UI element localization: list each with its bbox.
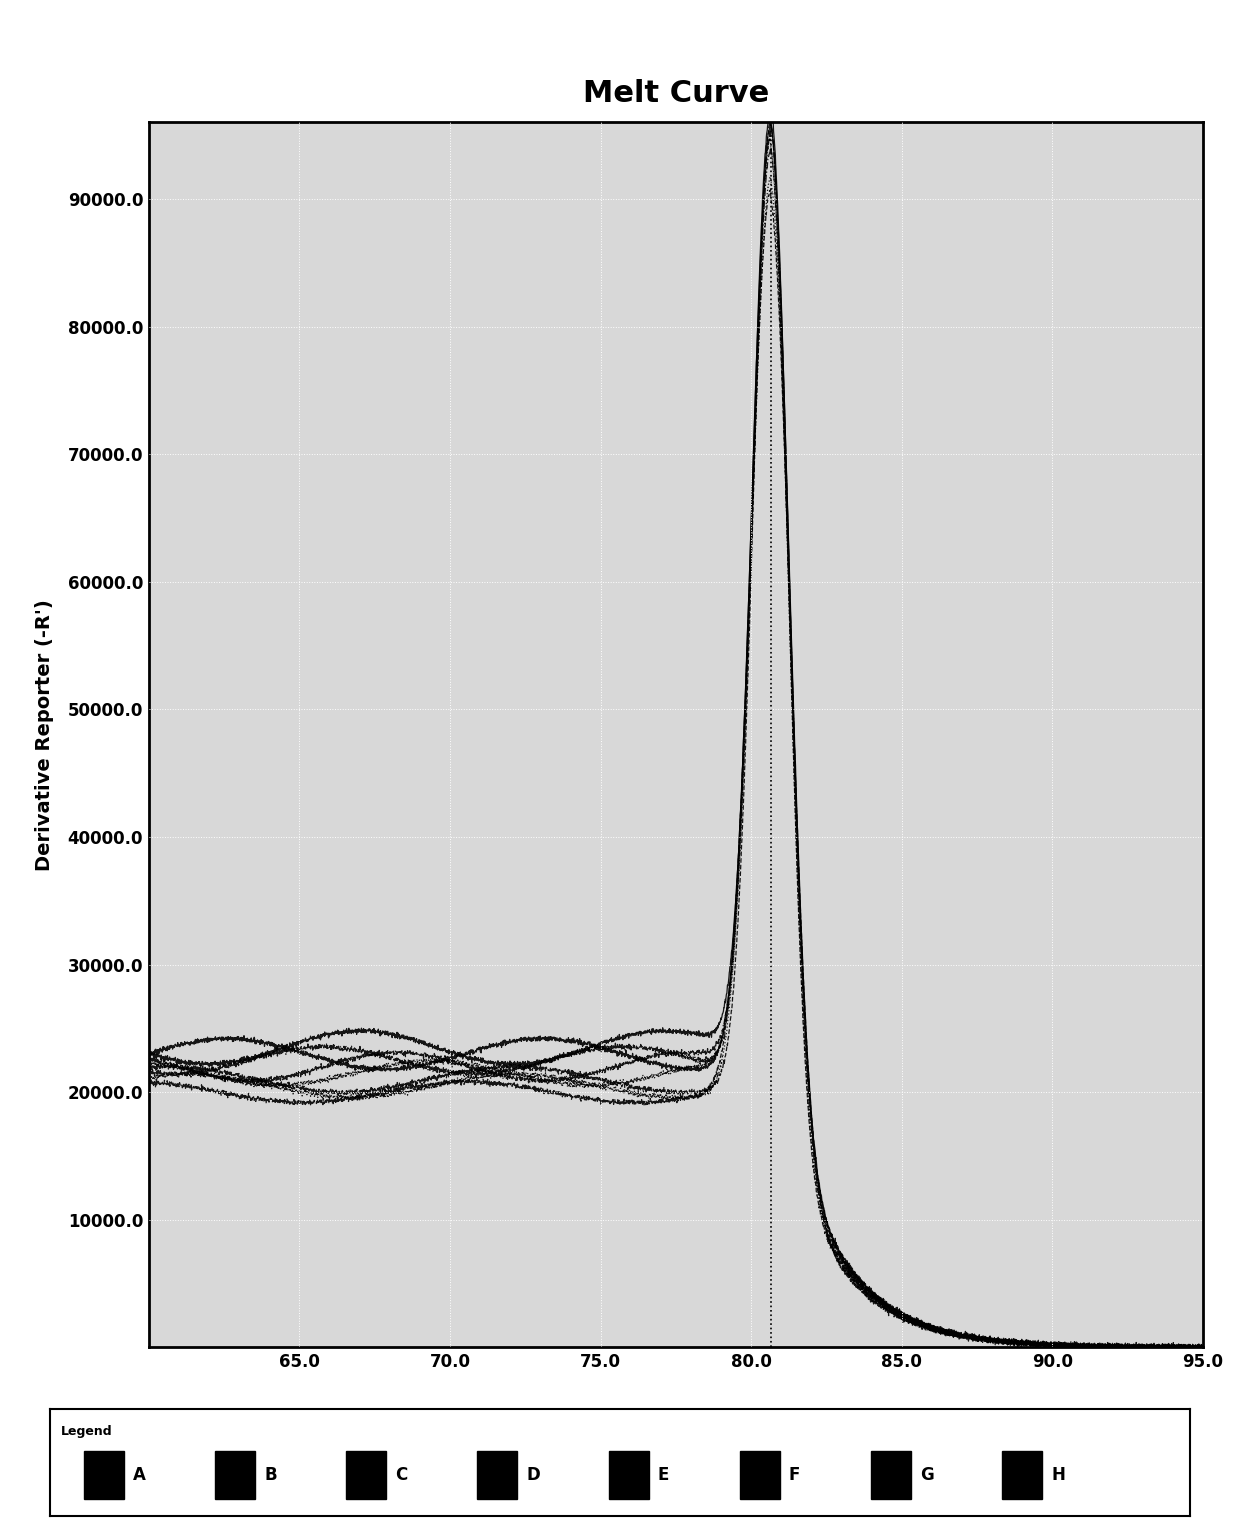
Text: G: G — [920, 1467, 934, 1484]
Text: F: F — [789, 1467, 800, 1484]
Text: Tm: 80.65: Tm: 80.65 — [728, 1488, 813, 1502]
Bar — [477, 1451, 517, 1499]
Text: B: B — [264, 1467, 277, 1484]
Text: E: E — [657, 1467, 670, 1484]
Title: Melt Curve: Melt Curve — [583, 78, 769, 107]
Bar — [740, 1451, 780, 1499]
Y-axis label: Derivative Reporter (-R'): Derivative Reporter (-R') — [35, 599, 53, 871]
Text: D: D — [527, 1467, 541, 1484]
Text: H: H — [1052, 1467, 1065, 1484]
Text: C: C — [396, 1467, 408, 1484]
Bar — [870, 1451, 911, 1499]
Bar — [215, 1451, 255, 1499]
X-axis label: Temperature (°C): Temperature (°C) — [582, 1413, 770, 1431]
Bar — [346, 1451, 386, 1499]
Bar — [1002, 1451, 1042, 1499]
Bar — [84, 1451, 124, 1499]
Text: Legend: Legend — [61, 1424, 113, 1438]
Text: A: A — [133, 1467, 146, 1484]
Bar — [609, 1451, 649, 1499]
